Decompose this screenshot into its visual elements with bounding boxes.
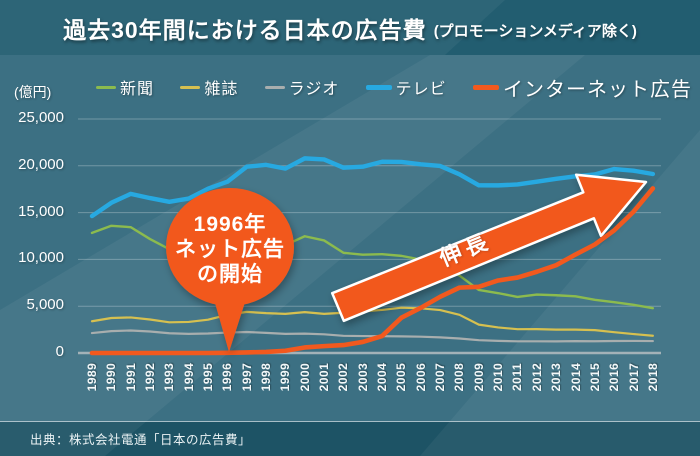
y-tick-label-25000: 25,000: [18, 109, 64, 126]
header-band: [0, 0, 700, 55]
x-tick-label-1998: 1998: [259, 362, 274, 392]
legend-swatch-internet: [472, 84, 499, 90]
x-tick-label-1995: 1995: [201, 362, 216, 392]
footer-band: [0, 422, 700, 456]
series-line-magazine: [90, 306, 654, 337]
callout-line-2: ネット広告: [175, 238, 285, 261]
x-tick-label-1994: 1994: [181, 362, 196, 392]
x-tick-label-1997: 1997: [239, 362, 254, 392]
page-subtitle: (プロモーションメディア除く): [433, 22, 637, 40]
x-tick-label-1989: 1989: [85, 362, 99, 392]
x-tick-label-1996: 1996: [220, 362, 235, 392]
y-tick-label-10000: 10,000: [18, 249, 64, 267]
legend-label-internet: インターネット広告: [502, 78, 692, 101]
x-tick-label-2001: 2001: [317, 362, 332, 392]
page-title: 過去30年間における日本の広告費: [63, 16, 427, 43]
legend-item-magazine: 雑誌: [180, 75, 238, 99]
callout-line-3: の開始: [197, 263, 263, 286]
legend-item-internet: インターネット広告: [472, 73, 692, 102]
x-tick-label-2013: 2013: [549, 362, 564, 392]
series-line-tv: [89, 156, 656, 219]
legend-swatch-radio: [264, 85, 285, 89]
x-tick-label-2010: 2010: [491, 362, 506, 392]
footer-separator: [0, 421, 700, 422]
x-tick-label-2000: 2000: [297, 362, 312, 392]
legend-swatch-newspaper: [96, 85, 116, 89]
legend-swatch-magazine: [180, 85, 201, 89]
x-tick-label-2002: 2002: [336, 362, 351, 392]
legend-item-newspaper: 新聞: [96, 75, 154, 99]
y-axis-unit-label: (億円): [14, 84, 52, 100]
x-tick-label-1999: 1999: [278, 362, 293, 392]
legend-label-tv: テレビ: [395, 81, 447, 98]
y-tick-label-15000: 15,000: [18, 202, 64, 220]
callout-line-1: 1996年: [193, 213, 267, 236]
x-tick-label-2016: 2016: [607, 362, 622, 392]
series-line-radio: [90, 329, 654, 343]
legend: 新聞 雑誌 ラジオ テレビ インターネット広告: [96, 73, 692, 102]
legend-label-newspaper: 新聞: [120, 81, 155, 98]
callout-text: 1996年 ネット広告 の開始: [150, 212, 310, 287]
legend-label-magazine: 雑誌: [204, 81, 239, 98]
legend-item-tv: テレビ: [365, 75, 447, 99]
x-tick-label-2014: 2014: [568, 362, 583, 392]
growth-arrow-label: 伸長: [435, 227, 496, 272]
legend-swatch-tv: [365, 84, 392, 90]
header: 過去30年間における日本の広告費 (プロモーションメディア除く): [0, 0, 700, 55]
y-tick-label-5000: 5,000: [26, 296, 64, 314]
y-tick-label-0: 0: [55, 343, 64, 360]
x-tick-label-2004: 2004: [375, 362, 390, 392]
legend-label-radio: ラジオ: [288, 81, 340, 98]
source-note: 出典：株式会社電通「日本の広告費」: [30, 433, 252, 447]
callout-pointer: [213, 296, 247, 352]
legend-item-radio: ラジオ: [264, 75, 340, 99]
x-tick-label-1990: 1990: [104, 362, 119, 392]
x-tick-label-1992: 1992: [143, 362, 158, 392]
x-tick-label-2005: 2005: [394, 362, 409, 392]
x-tick-label-2009: 2009: [471, 362, 486, 392]
x-tick-label-1993: 1993: [162, 362, 177, 392]
corner-triangle-shape: [420, 130, 700, 456]
y-tick-label-20000: 20,000: [18, 155, 64, 173]
x-tick-label-2003: 2003: [355, 362, 370, 392]
x-tick-label-2015: 2015: [587, 362, 602, 392]
x-tick-label-2012: 2012: [529, 362, 544, 392]
x-tick-label-1991: 1991: [123, 362, 138, 392]
x-tick-label-2006: 2006: [413, 362, 428, 392]
x-tick-label-2017: 2017: [626, 362, 641, 392]
x-tick-label-2007: 2007: [433, 362, 448, 392]
x-tick-label-2011: 2011: [510, 362, 525, 392]
x-tick-label-2018: 2018: [645, 362, 660, 392]
x-tick-label-2008: 2008: [452, 362, 467, 392]
